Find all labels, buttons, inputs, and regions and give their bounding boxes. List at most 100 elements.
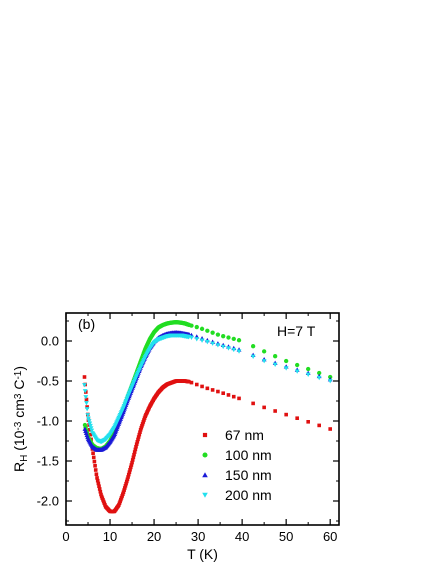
data-point bbox=[132, 452, 136, 457]
axis-ticks bbox=[65, 313, 339, 525]
data-point bbox=[125, 477, 130, 482]
legend-label: 67 nm bbox=[225, 427, 264, 443]
data-point bbox=[91, 455, 96, 460]
data-point bbox=[84, 397, 89, 402]
data-point bbox=[91, 451, 95, 455]
field-annotation: H=7 T bbox=[277, 323, 316, 339]
data-point bbox=[306, 366, 311, 372]
data-point bbox=[127, 470, 132, 474]
series-200-nm bbox=[82, 333, 333, 445]
legend-label: 200 nm bbox=[225, 487, 272, 503]
data-point bbox=[283, 366, 289, 371]
data-point bbox=[95, 478, 100, 483]
data-point bbox=[250, 344, 256, 349]
x-tick-label: 60 bbox=[323, 529, 337, 544]
data-point bbox=[122, 486, 127, 490]
legend-entry: 150 nm bbox=[202, 467, 272, 483]
data-point bbox=[98, 489, 103, 494]
data-point bbox=[84, 407, 90, 412]
y-tick-label: -1.0 bbox=[37, 414, 59, 429]
y-tick-label: -1.5 bbox=[37, 454, 59, 469]
data-point bbox=[121, 490, 126, 495]
data-point bbox=[97, 487, 102, 491]
data-point bbox=[273, 409, 277, 413]
data-point bbox=[205, 386, 210, 391]
data-point bbox=[130, 460, 134, 465]
data-point bbox=[204, 340, 210, 345]
data-point bbox=[124, 479, 129, 484]
legend-marker bbox=[202, 492, 208, 498]
data-point bbox=[210, 341, 216, 346]
data-point bbox=[137, 432, 142, 437]
data-point bbox=[99, 492, 103, 497]
data-point bbox=[237, 396, 241, 401]
y-tick-label: 0.0 bbox=[41, 334, 59, 349]
data-point bbox=[231, 336, 236, 342]
data-point bbox=[88, 432, 93, 437]
data-point bbox=[85, 413, 91, 418]
data-point bbox=[84, 401, 89, 406]
legend-marker bbox=[202, 472, 208, 478]
data-point bbox=[126, 472, 131, 477]
data-point bbox=[94, 472, 99, 476]
data-point bbox=[142, 418, 146, 422]
data-point bbox=[251, 401, 255, 406]
data-point bbox=[83, 395, 89, 400]
data-point bbox=[189, 323, 194, 328]
data-points bbox=[82, 320, 333, 514]
data-point bbox=[327, 379, 333, 384]
data-point bbox=[261, 349, 267, 354]
data-point bbox=[261, 359, 267, 364]
x-tick-label: 50 bbox=[279, 529, 293, 544]
data-point bbox=[141, 420, 146, 424]
y-tick-label: -0.5 bbox=[37, 374, 59, 389]
data-point bbox=[82, 375, 87, 379]
data-point bbox=[96, 481, 101, 486]
data-point bbox=[118, 499, 122, 504]
data-point bbox=[95, 476, 99, 480]
data-point bbox=[210, 330, 215, 335]
series-150-nm bbox=[82, 330, 333, 452]
y-tick-label: -2.0 bbox=[37, 494, 59, 509]
data-point bbox=[215, 343, 221, 348]
data-point bbox=[122, 488, 126, 492]
data-point bbox=[272, 354, 278, 359]
data-point bbox=[205, 328, 210, 333]
data-point bbox=[215, 332, 221, 337]
data-point bbox=[124, 481, 128, 486]
data-point bbox=[236, 338, 242, 343]
data-point bbox=[131, 455, 136, 460]
data-point bbox=[82, 383, 87, 388]
data-point bbox=[133, 447, 138, 452]
data-point bbox=[199, 326, 205, 331]
data-point bbox=[138, 430, 142, 434]
data-point bbox=[328, 427, 332, 431]
data-point bbox=[136, 437, 140, 442]
data-point bbox=[194, 324, 199, 330]
data-point bbox=[128, 468, 132, 472]
legend-label: 100 nm bbox=[225, 447, 272, 463]
legend-entry: 67 nm bbox=[202, 427, 264, 443]
data-point bbox=[121, 492, 125, 496]
data-point bbox=[134, 444, 138, 449]
data-point bbox=[132, 450, 137, 454]
legend-label: 150 nm bbox=[225, 467, 272, 483]
data-point bbox=[306, 420, 310, 424]
data-point bbox=[140, 424, 144, 428]
data-point bbox=[128, 465, 133, 470]
data-point bbox=[221, 334, 226, 339]
data-point bbox=[295, 416, 299, 420]
series-67-nm bbox=[82, 375, 332, 514]
data-point bbox=[86, 419, 92, 424]
axis-tick-labels: 0 10 20 30 40 50 60 0.0 -0.5 -1.0 -1.5 -2.0 bbox=[37, 334, 338, 545]
data-point bbox=[221, 391, 225, 396]
x-tick-label: 0 bbox=[62, 529, 69, 544]
data-point bbox=[130, 458, 135, 462]
data-point bbox=[93, 464, 97, 468]
data-point bbox=[142, 416, 147, 420]
data-point bbox=[92, 459, 97, 464]
data-point bbox=[89, 428, 95, 433]
x-tick-label: 10 bbox=[103, 529, 117, 544]
data-point bbox=[226, 393, 231, 397]
data-point bbox=[226, 346, 231, 351]
